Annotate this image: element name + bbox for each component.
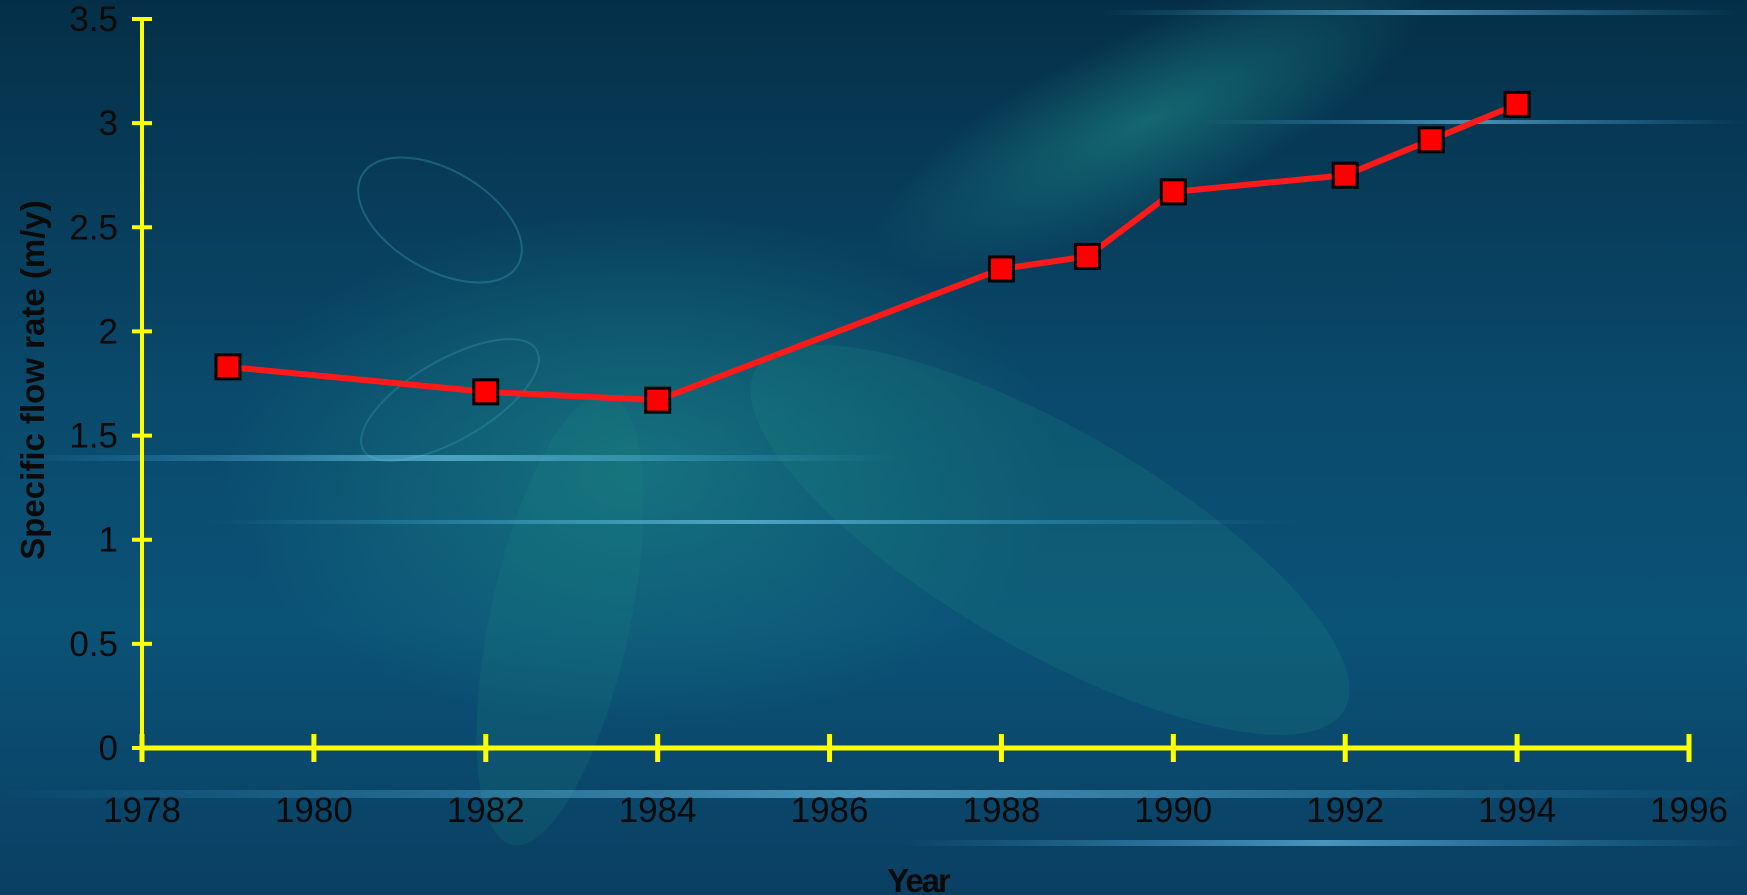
data-point-marker <box>644 386 672 414</box>
x-tick-label: 1980 <box>275 791 353 830</box>
y-tick-label: 2 <box>99 312 118 351</box>
x-tick-label: 1982 <box>447 791 525 830</box>
x-tick-label: 1990 <box>1134 791 1212 830</box>
data-point-marker <box>1073 242 1101 270</box>
y-tick-label: 1 <box>99 521 118 560</box>
y-axis: 0 0.5 1 1.5 2 2.5 3 3.5 <box>69 0 152 768</box>
x-tick-label: 1992 <box>1306 791 1384 830</box>
x-tick-label: 1994 <box>1478 791 1556 830</box>
data-point-marker <box>1417 126 1445 154</box>
y-tick-label: 1.5 <box>69 417 118 456</box>
y-tick-label: 3 <box>99 104 118 143</box>
y-tick-label: 0.5 <box>69 625 118 664</box>
y-axis-title: Specific flow rate (m/y) <box>14 200 51 559</box>
y-tick-label: 2.5 <box>69 208 118 247</box>
data-point-marker <box>214 353 242 381</box>
data-point-marker <box>1331 161 1359 189</box>
x-tick-label: 1986 <box>791 791 869 830</box>
x-tick-label: 1978 <box>103 791 181 830</box>
series-line <box>227 101 1519 404</box>
x-axis-title: Year <box>887 862 951 895</box>
data-point-marker <box>987 255 1015 283</box>
data-point-marker <box>472 378 500 406</box>
x-tick-label: 1988 <box>963 791 1041 830</box>
x-axis: 1978 1980 1982 1984 1986 1988 1990 1992 1994 1996 <box>103 734 1728 830</box>
series <box>214 90 1531 414</box>
y-tick-label: 0 <box>99 729 118 768</box>
data-point-marker <box>1159 178 1187 206</box>
y-tick-label: 3.5 <box>69 0 118 39</box>
x-tick-label: 1984 <box>619 791 697 830</box>
data-point-marker <box>1503 90 1531 118</box>
x-tick-label: 1996 <box>1650 791 1728 830</box>
